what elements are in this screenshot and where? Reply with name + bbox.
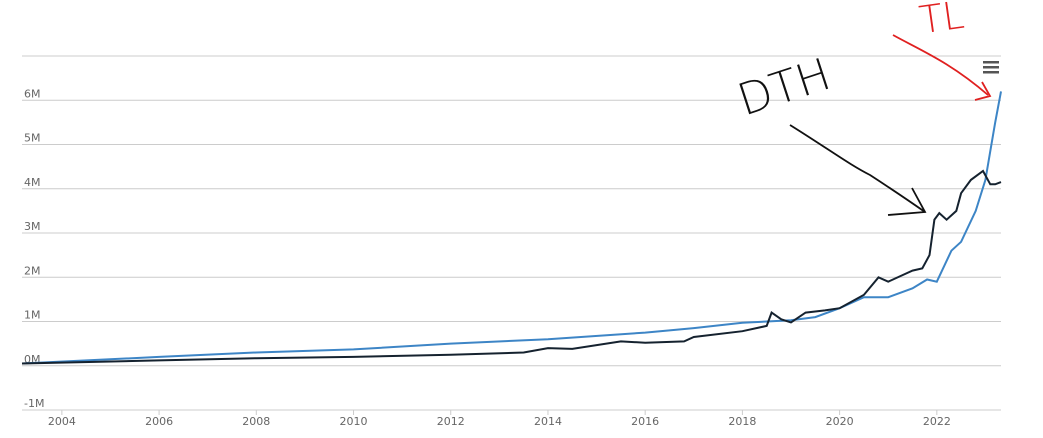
series-line bbox=[21, 169, 1002, 365]
arrow-head bbox=[974, 81, 992, 101]
x-tick-label: 2006 bbox=[145, 415, 173, 428]
x-tick-label: 2008 bbox=[242, 415, 270, 428]
x-tick-label: 2004 bbox=[48, 415, 76, 428]
y-tick-label: 4M bbox=[24, 176, 41, 189]
annotation: DTH bbox=[732, 49, 837, 127]
x-tick-label: 2018 bbox=[728, 415, 756, 428]
arrow bbox=[892, 34, 989, 96]
series-line bbox=[21, 91, 1002, 365]
arrow-head bbox=[887, 187, 927, 216]
menu-icon[interactable] bbox=[983, 61, 999, 74]
x-tick-label: 2022 bbox=[923, 415, 951, 428]
x-tick-label: 2010 bbox=[340, 415, 368, 428]
x-tick-label: 2012 bbox=[437, 415, 465, 428]
y-tick-label: 2M bbox=[24, 264, 41, 277]
annotation: TL bbox=[917, 0, 967, 42]
x-tick-label: 2016 bbox=[631, 415, 659, 428]
x-tick-label: 2020 bbox=[826, 415, 854, 428]
y-tick-label: 1M bbox=[24, 309, 41, 322]
y-tick-label: -1M bbox=[24, 397, 44, 410]
y-tick-label: 5M bbox=[24, 132, 41, 145]
x-tick-label: 2014 bbox=[534, 415, 562, 428]
arrow bbox=[789, 124, 926, 213]
y-tick-label: 6M bbox=[24, 87, 41, 100]
y-tick-label: 3M bbox=[24, 220, 41, 233]
